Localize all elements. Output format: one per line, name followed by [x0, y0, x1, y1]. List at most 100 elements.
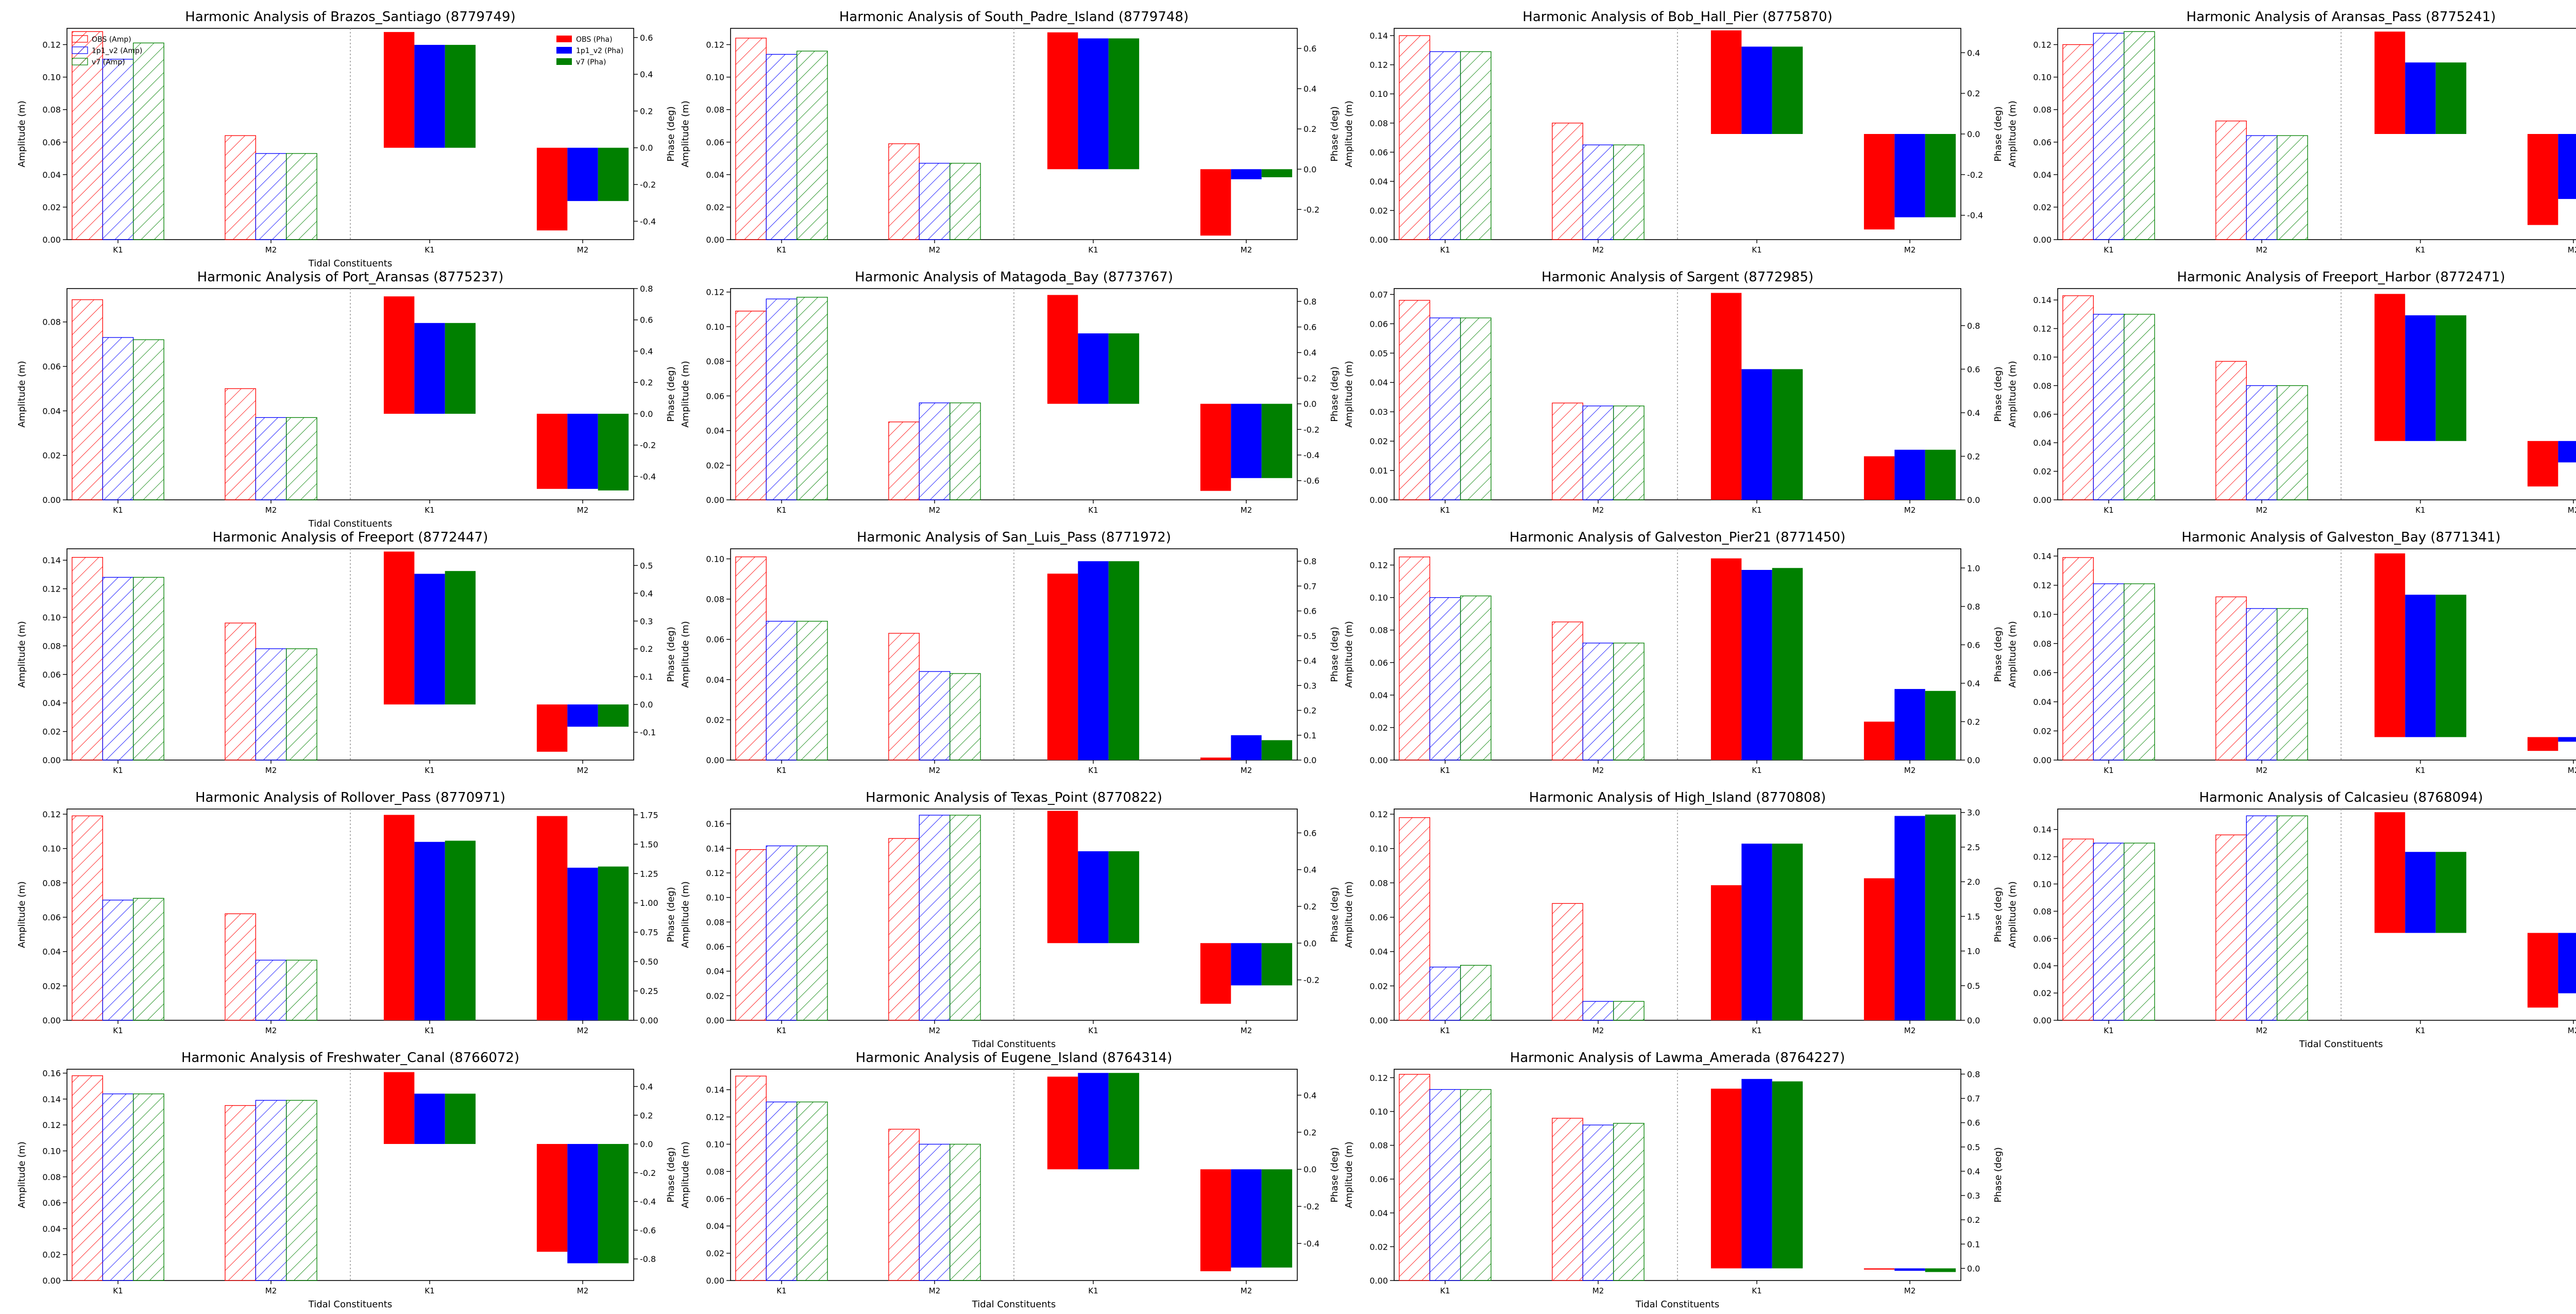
x-tick-label: K1	[1088, 1286, 1098, 1295]
amp-bar	[796, 1101, 828, 1281]
pha-bar	[1925, 690, 1956, 760]
pha-bar	[2558, 933, 2576, 993]
x-tick-label: M2	[577, 506, 589, 515]
amp-tick-label: 0.06	[1369, 658, 1388, 668]
pha-tick-label: 0.4	[640, 346, 653, 356]
pha-tick-label: 0.0	[1303, 1165, 1316, 1174]
pha-tick-label: 0.5	[1967, 981, 1980, 991]
pha-tick-label: 0.7	[1303, 581, 1316, 591]
pha-bar	[1047, 295, 1078, 404]
pha-bar	[383, 32, 415, 148]
pha-tick-label: 1.5	[1967, 912, 1980, 921]
amp-tick-label: 0.12	[42, 40, 61, 50]
pha-tick-label: 0.8	[1967, 602, 1980, 612]
pha-bar	[2435, 62, 2467, 134]
pha-bar	[1200, 403, 1231, 491]
amp-tick-label: 0.12	[1369, 561, 1388, 570]
amp-tick-label: 0.10	[42, 613, 61, 622]
amp-tick-label: 0.04	[1369, 378, 1388, 388]
amp-bar	[950, 402, 981, 500]
pha-tick-label: -0.2	[1303, 975, 1319, 985]
x-tick-label: K1	[776, 506, 786, 515]
amp-tick-label: 0.04	[1369, 947, 1388, 957]
chart-title: Harmonic Analysis of High_Island (877080…	[1529, 790, 1826, 805]
amp-tick-label: 0.10	[2033, 352, 2052, 362]
pha-bar	[1078, 38, 1109, 170]
amp-tick-label: 0.10	[706, 73, 724, 82]
y2label: Phase (deg)	[1993, 627, 2004, 682]
amp-tick-label: 0.01	[1369, 466, 1388, 476]
amp-tick-label: 0.00	[42, 755, 61, 765]
amp-bar	[1613, 144, 1645, 240]
x-tick-label: M2	[577, 245, 589, 255]
x-tick-label: M2	[929, 245, 941, 255]
x-tick-label: M2	[577, 1026, 589, 1035]
panel-1: Harmonic Analysis of South_Padre_Island …	[680, 9, 1340, 255]
amp-tick-label: 0.00	[706, 1016, 724, 1025]
y2label: Phase (deg)	[666, 366, 676, 422]
amp-tick-label: 0.06	[42, 913, 61, 922]
amp-tick-label: 0.04	[2033, 697, 2052, 707]
pha-tick-label: 0.8	[640, 284, 653, 294]
pha-bar	[445, 571, 476, 705]
amp-tick-label: 0.08	[42, 1172, 61, 1182]
amp-tick-label: 0.14	[2033, 825, 2052, 835]
amp-bar	[735, 311, 767, 500]
pha-bar	[598, 866, 629, 1020]
amp-tick-label: 0.02	[42, 727, 61, 737]
amp-tick-label: 0.06	[706, 942, 724, 952]
y2label: Phase (deg)	[1993, 1147, 2004, 1202]
amp-tick-label: 0.10	[42, 73, 61, 82]
amp-bar	[2246, 135, 2278, 240]
amp-tick-label: 0.02	[1369, 206, 1388, 215]
x-tick-label: K1	[2415, 1026, 2425, 1035]
y2label: Phase (deg)	[1329, 366, 1340, 422]
amp-tick-label: 0.04	[42, 170, 61, 180]
chart-title: Harmonic Analysis of Matagoda_Bay (87737…	[855, 269, 1173, 285]
amp-bar	[1399, 35, 1430, 240]
y2label: Phase (deg)	[1993, 106, 2004, 161]
amp-bar	[225, 388, 256, 500]
amp-tick-label: 0.08	[2033, 639, 2052, 649]
panel-15: Harmonic Analysis of Calcasieu (8768094)…	[2007, 790, 2576, 1050]
amp-tick-label: 0.04	[706, 967, 724, 976]
pha-bar	[567, 413, 598, 489]
pha-bar	[598, 704, 629, 727]
x-tick-label: M2	[1592, 245, 1604, 255]
pha-bar	[2405, 852, 2436, 933]
pha-bar	[1863, 878, 1895, 1020]
pha-tick-label: 0.6	[1303, 828, 1316, 838]
pha-tick-label: 0.0	[640, 409, 653, 419]
amp-bar	[225, 622, 256, 761]
amp-bar	[255, 153, 287, 240]
pha-tick-label: -0.4	[1303, 1239, 1319, 1249]
x-tick-label: K1	[425, 245, 434, 255]
amp-tick-label: 0.08	[1369, 1141, 1388, 1151]
pha-bar	[2374, 812, 2405, 933]
pha-tick-label: 0.2	[1303, 124, 1316, 134]
amp-tick-label: 0.02	[2033, 203, 2052, 212]
amp-bar	[1582, 1001, 1614, 1021]
amp-tick-label: 0.00	[1369, 495, 1388, 505]
amp-tick-label: 0.02	[42, 203, 61, 212]
x-tick-label: K1	[1440, 506, 1450, 515]
pha-bar	[567, 147, 598, 201]
pha-tick-label: -0.2	[1303, 205, 1319, 214]
x-tick-label: K1	[113, 1026, 123, 1035]
amp-tick-label: 0.00	[2033, 495, 2052, 505]
pha-bar	[1047, 574, 1078, 760]
pha-bar	[536, 413, 568, 489]
pha-tick-label: 0.6	[640, 315, 653, 325]
amp-tick-label: 0.10	[2033, 73, 2052, 82]
pha-tick-label: 0.2	[640, 106, 653, 116]
amp-tick-label: 0.08	[42, 317, 61, 327]
pha-bar	[1108, 561, 1140, 760]
amp-tick-label: 0.06	[1369, 319, 1388, 329]
amp-bar	[766, 54, 798, 240]
ylabel: Amplitude (m)	[1344, 1141, 1354, 1208]
amp-bar	[735, 1075, 767, 1281]
chart-title: Harmonic Analysis of Rollover_Pass (8770…	[195, 790, 505, 805]
x-tick-label: M2	[929, 1286, 941, 1295]
amp-bar	[950, 673, 981, 761]
x-tick-label: K1	[2104, 245, 2113, 255]
